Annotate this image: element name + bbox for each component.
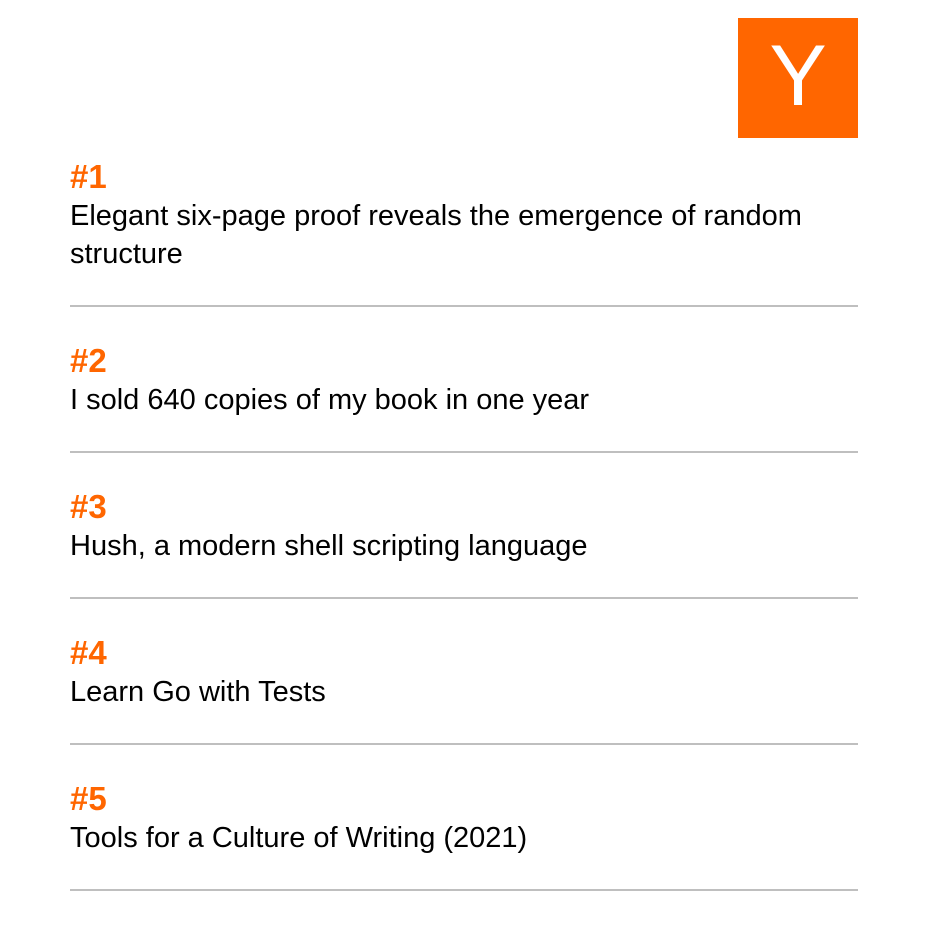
story-rank: #5 bbox=[70, 780, 107, 817]
story-title-link[interactable]: Hush, a modern shell scripting language bbox=[70, 530, 588, 562]
story-title-link[interactable]: Elegant six-page proof reveals the emerg… bbox=[70, 200, 802, 270]
story-item: #2 I sold 640 copies of my book in one y… bbox=[70, 341, 858, 453]
story-item: #5 Tools for a Culture of Writing (2021) bbox=[70, 779, 858, 891]
story-rank: #2 bbox=[70, 342, 107, 379]
story-title-link[interactable]: Tools for a Culture of Writing (2021) bbox=[70, 822, 528, 854]
logo-letter: Y bbox=[769, 28, 827, 124]
story-rank: #4 bbox=[70, 634, 107, 671]
story-title-link[interactable]: I sold 640 copies of my book in one year bbox=[70, 384, 590, 416]
story-title-link[interactable]: Learn Go with Tests bbox=[70, 676, 326, 708]
story-rank: #1 bbox=[70, 158, 107, 195]
story-list: #1 Elegant six-page proof reveals the em… bbox=[70, 157, 858, 925]
story-item: #3 Hush, a modern shell scripting langua… bbox=[70, 487, 858, 599]
story-item: #4 Learn Go with Tests bbox=[70, 633, 858, 745]
y-combinator-logo-icon[interactable]: Y bbox=[738, 18, 858, 138]
story-rank: #3 bbox=[70, 488, 107, 525]
story-item: #1 Elegant six-page proof reveals the em… bbox=[70, 157, 858, 307]
